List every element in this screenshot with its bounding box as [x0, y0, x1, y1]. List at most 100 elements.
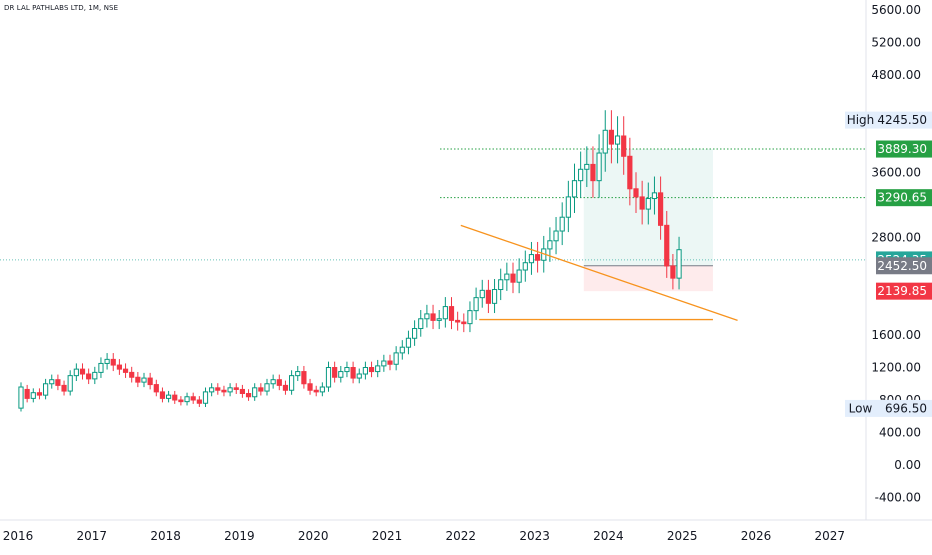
candle — [190, 396, 196, 401]
candle — [387, 360, 393, 365]
candle — [159, 391, 166, 399]
candle — [215, 387, 221, 391]
price-label-tag-bg — [845, 111, 876, 129]
candle — [633, 188, 639, 198]
price-label-bg — [876, 399, 932, 417]
candle — [116, 364, 123, 370]
candle — [178, 399, 184, 403]
price-label-bg — [876, 257, 932, 275]
candle — [141, 377, 147, 383]
candle — [153, 384, 159, 393]
candle — [614, 135, 621, 145]
candle — [559, 216, 565, 232]
candle — [36, 392, 43, 396]
candle — [571, 180, 578, 198]
candle — [553, 230, 559, 242]
candle — [584, 163, 590, 170]
y-tick-label: 5600.00 — [871, 3, 921, 17]
candle — [92, 371, 98, 380]
candle — [485, 289, 491, 304]
candle — [233, 387, 239, 390]
y-tick-label: 3600.00 — [871, 166, 921, 180]
x-tick-label: 2025 — [667, 529, 698, 543]
candle — [467, 310, 473, 325]
candle — [73, 368, 79, 377]
price-label-tag-bg — [845, 399, 876, 417]
x-tick-label: 2024 — [593, 529, 624, 543]
y-tick-label: 1200.00 — [871, 361, 921, 375]
candle — [338, 371, 344, 378]
candle — [412, 328, 418, 339]
candle — [621, 135, 627, 157]
candle — [86, 373, 92, 380]
candle — [436, 318, 442, 321]
y-tick-label: 1600.00 — [871, 328, 921, 342]
candle — [184, 396, 190, 403]
price-label: 2452.50 — [877, 259, 927, 273]
price-label: 4245.50 — [877, 113, 927, 127]
candle — [276, 379, 282, 386]
candle — [491, 289, 498, 304]
loss-zone — [583, 265, 713, 292]
price-label-bg — [876, 282, 932, 300]
candle — [442, 306, 448, 320]
trendline-upper — [460, 224, 738, 322]
x-tick-label: 2020 — [298, 529, 329, 543]
candle — [375, 365, 381, 373]
candle — [448, 306, 455, 321]
candle — [129, 371, 135, 378]
candle — [307, 383, 313, 391]
candle — [61, 384, 67, 392]
candle — [639, 196, 645, 210]
candle — [147, 377, 153, 386]
candle — [98, 362, 104, 373]
candle — [196, 399, 202, 404]
x-tick-label: 2027 — [815, 529, 846, 543]
price-label: 696.50 — [885, 401, 927, 415]
candle — [332, 367, 338, 378]
x-tick-label: 2021 — [372, 529, 403, 543]
candle — [473, 297, 479, 312]
candle — [547, 240, 553, 250]
price-label: 3290.65 — [877, 191, 927, 205]
candle — [405, 337, 412, 348]
y-tick-label: 0.00 — [894, 458, 921, 472]
candle — [270, 379, 276, 385]
candle — [627, 155, 633, 190]
x-tick-label: 2017 — [77, 529, 108, 543]
candle — [461, 321, 467, 325]
candle — [381, 360, 387, 367]
candle — [79, 368, 86, 375]
candle — [608, 129, 614, 145]
candle — [356, 373, 362, 379]
candle — [43, 383, 49, 396]
candle — [504, 273, 510, 281]
candle — [319, 386, 325, 393]
candle — [245, 393, 252, 398]
x-tick-label: 2023 — [519, 529, 550, 543]
price-label: 2139.85 — [877, 284, 927, 298]
candle — [252, 387, 258, 398]
candle — [282, 384, 289, 391]
candle — [49, 379, 55, 385]
candle — [455, 319, 461, 323]
y-tick-label: 400.00 — [879, 426, 921, 440]
candle — [135, 376, 141, 383]
candle — [301, 371, 307, 385]
candle — [104, 358, 110, 364]
x-tick-label: 2016 — [3, 529, 34, 543]
candle — [565, 196, 571, 218]
candle — [596, 152, 602, 182]
price-label-tag: Low — [849, 401, 873, 415]
y-tick-label: -400.00 — [875, 490, 921, 504]
candle — [18, 386, 24, 409]
candle — [362, 367, 368, 375]
price-label: 3889.30 — [877, 142, 927, 156]
candle — [399, 346, 405, 354]
candle — [313, 389, 319, 393]
candle — [221, 389, 227, 393]
candle — [590, 163, 596, 182]
candle — [602, 129, 608, 154]
